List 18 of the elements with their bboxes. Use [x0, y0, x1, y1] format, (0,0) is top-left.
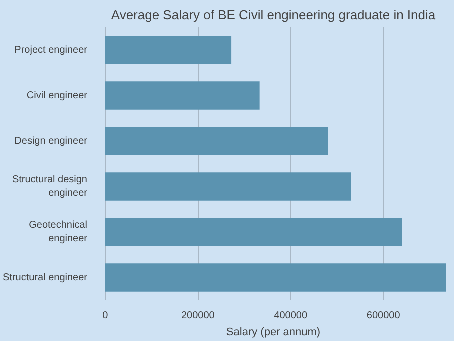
x-tick-label: 600000 — [366, 310, 401, 322]
bar — [105, 36, 232, 64]
y-tick-label: Design engineer — [14, 136, 88, 147]
x-tick-label: 200000 — [181, 310, 216, 322]
bar — [105, 82, 260, 110]
y-tick-label: Civil engineer — [26, 90, 88, 102]
x-tick-label: 0 — [102, 310, 109, 322]
bar — [105, 127, 328, 156]
bar — [105, 218, 402, 246]
y-tick-label: Structural design engineer — [12, 174, 88, 199]
bar — [105, 264, 446, 292]
y-tick-label: Project engineer — [14, 44, 88, 56]
y-tick-label: Structural engineer — [3, 272, 88, 284]
chart-title: Average Salary of BE Civil engineering graduate in India — [111, 8, 436, 22]
x-tick-label: 400000 — [274, 310, 308, 322]
y-tick-label: Geotechnical engineer — [29, 220, 88, 244]
x-axis-title: Salary (per annum) — [226, 326, 321, 338]
bar — [105, 172, 352, 201]
